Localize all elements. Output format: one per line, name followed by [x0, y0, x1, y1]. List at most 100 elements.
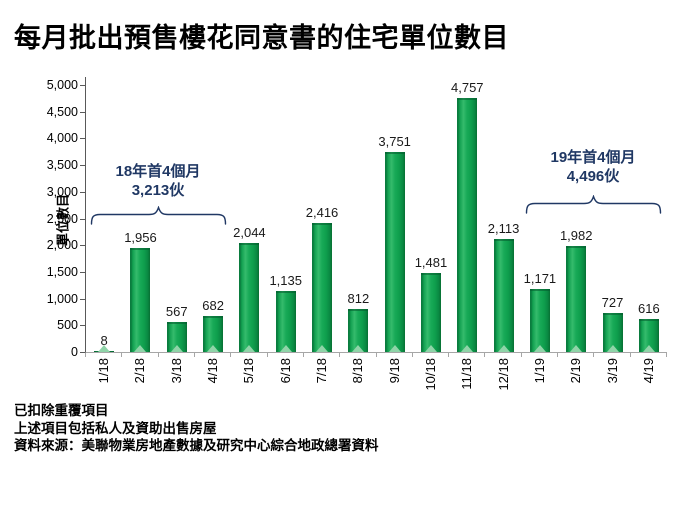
- bar-highlight-triangle-icon: [461, 345, 474, 352]
- bar-value-label: 1,982: [559, 228, 593, 243]
- y-axis-tick-label: 5,000: [46, 78, 78, 92]
- bar-value-label: 1,481: [414, 255, 448, 270]
- bar-highlight-triangle-icon: [98, 345, 111, 352]
- annotation-2019-brace-icon: [525, 195, 662, 214]
- y-axis-tick-mark: [80, 191, 85, 193]
- bar-value-label: 567: [165, 304, 188, 319]
- x-axis-tick-mark: [520, 353, 522, 357]
- y-axis-tick-label: 1,000: [46, 291, 78, 306]
- y-axis-tick-label: 4,000: [46, 131, 78, 146]
- y-axis-tick-label: 4,500: [46, 104, 78, 119]
- x-axis-tick-label: 8/18: [350, 358, 366, 384]
- bar-value-label: 1,956: [124, 230, 157, 245]
- y-axis-tick-mark: [80, 218, 85, 220]
- x-axis-tick-mark: [121, 353, 123, 357]
- bar-value-label: 812: [347, 291, 370, 306]
- x-axis-tick-label: 2/18: [132, 358, 148, 384]
- bar-highlight-triangle-icon: [642, 345, 655, 352]
- annotation-2018: 18年首4個月 3,213伙: [73, 162, 243, 200]
- y-axis-tick-label: 3,500: [46, 158, 78, 173]
- bar-highlight-triangle-icon: [134, 345, 147, 352]
- footnotes: 已扣除重覆項目 上述項目包括私人及資助出售房屋 資料來源：美聯物業房地產數據及研…: [14, 402, 379, 455]
- x-axis-tick-label: 2/19: [568, 358, 584, 384]
- y-axis-tick-mark: [80, 352, 85, 353]
- bar-highlight-triangle-icon: [533, 345, 546, 352]
- bar: [203, 316, 224, 352]
- bar-value-label: 2,113: [487, 221, 520, 236]
- y-axis-tick-mark: [80, 138, 85, 140]
- x-axis-tick-mark: [411, 353, 413, 357]
- annotation-2019-line1: 19年首4個月: [550, 149, 636, 166]
- x-axis-tick-mark: [593, 353, 595, 357]
- bar-value-label: 2,044: [233, 225, 266, 240]
- bar: [566, 246, 587, 352]
- bar-highlight-triangle-icon: [570, 345, 583, 352]
- x-axis-tick-label: 4/18: [205, 358, 221, 384]
- bar-value-label: 3,751: [378, 134, 411, 149]
- y-axis-tick-label: 3,000: [46, 184, 78, 199]
- y-axis-tick-mark: [80, 271, 85, 273]
- x-axis-tick-mark: [302, 353, 304, 357]
- y-axis-tick-label: 2,000: [46, 238, 78, 253]
- x-axis-tick-mark: [375, 353, 377, 357]
- bar: [638, 319, 659, 352]
- bar: [529, 289, 550, 352]
- bar: [420, 273, 441, 352]
- bar-value-label: 1,171: [523, 271, 557, 286]
- bar-highlight-triangle-icon: [316, 345, 329, 352]
- x-axis-tick-label: 11/18: [459, 358, 475, 390]
- x-axis-tick-label: 6/18: [277, 358, 293, 384]
- bar-highlight-triangle-icon: [388, 345, 401, 352]
- y-axis-tick-label: 2,500: [46, 211, 78, 226]
- annotation-2018-line1: 18年首4個月: [115, 163, 201, 180]
- x-axis-tick-mark: [85, 353, 86, 357]
- x-axis-tick-mark: [666, 353, 667, 357]
- x-axis-tick-label: 1/19: [531, 358, 547, 384]
- bar-highlight-triangle-icon: [352, 345, 365, 352]
- x-axis-tick-label: 12/18: [495, 358, 511, 391]
- bar: [312, 223, 333, 352]
- bar-highlight-triangle-icon: [207, 345, 220, 352]
- bar: [275, 291, 296, 352]
- annotation-2019-line2: 4,496伙: [566, 168, 620, 185]
- bar: [166, 322, 187, 352]
- x-axis-tick-mark: [339, 353, 341, 357]
- bar-highlight-triangle-icon: [497, 345, 510, 352]
- y-axis-tick-mark: [80, 245, 85, 247]
- bar-highlight-triangle-icon: [279, 345, 292, 352]
- x-axis-tick-mark: [484, 353, 486, 357]
- bar: [130, 248, 151, 352]
- x-axis-tick-label: 5/18: [241, 358, 257, 384]
- x-axis-tick-mark: [157, 353, 159, 357]
- bar: [239, 243, 260, 352]
- bar-value-label: 616: [637, 301, 660, 316]
- y-axis-tick-label: 0: [71, 345, 78, 359]
- x-axis-tick-label: 10/18: [422, 358, 438, 391]
- y-axis-tick-mark: [80, 165, 85, 167]
- bar-value-label: 727: [601, 295, 624, 310]
- x-axis-tick-label: 4/19: [640, 358, 656, 384]
- x-axis-tick-mark: [193, 353, 195, 357]
- annotation-2019: 19年首4個月 4,496伙: [508, 148, 678, 186]
- y-axis-tick-mark: [80, 85, 85, 86]
- bar: [384, 152, 405, 352]
- bar-value-label: 682: [202, 298, 224, 313]
- y-axis-tick-mark: [80, 111, 85, 113]
- chart-title: 每月批出預售樓花同意書的住宅單位數目: [14, 23, 509, 53]
- bar: [602, 313, 623, 352]
- bar-highlight-triangle-icon: [424, 345, 437, 352]
- bar-value-label: 1,135: [269, 273, 302, 288]
- bar-highlight-triangle-icon: [243, 345, 256, 352]
- y-axis-tick-mark: [80, 298, 85, 300]
- y-axis-tick-mark: [80, 325, 85, 327]
- bar-highlight-triangle-icon: [606, 345, 619, 352]
- annotation-2018-brace-icon: [90, 206, 227, 225]
- bar-highlight-triangle-icon: [170, 345, 183, 352]
- bar: [493, 239, 514, 352]
- y-axis-tick-label: 1,500: [46, 264, 78, 279]
- bar-value-label: 4,757: [451, 80, 484, 95]
- bar: [457, 98, 478, 352]
- x-axis-tick-mark: [629, 353, 631, 357]
- footnote-line-2: 上述項目包括私人及資助出售房屋: [14, 420, 217, 436]
- x-axis-tick-mark: [448, 353, 450, 357]
